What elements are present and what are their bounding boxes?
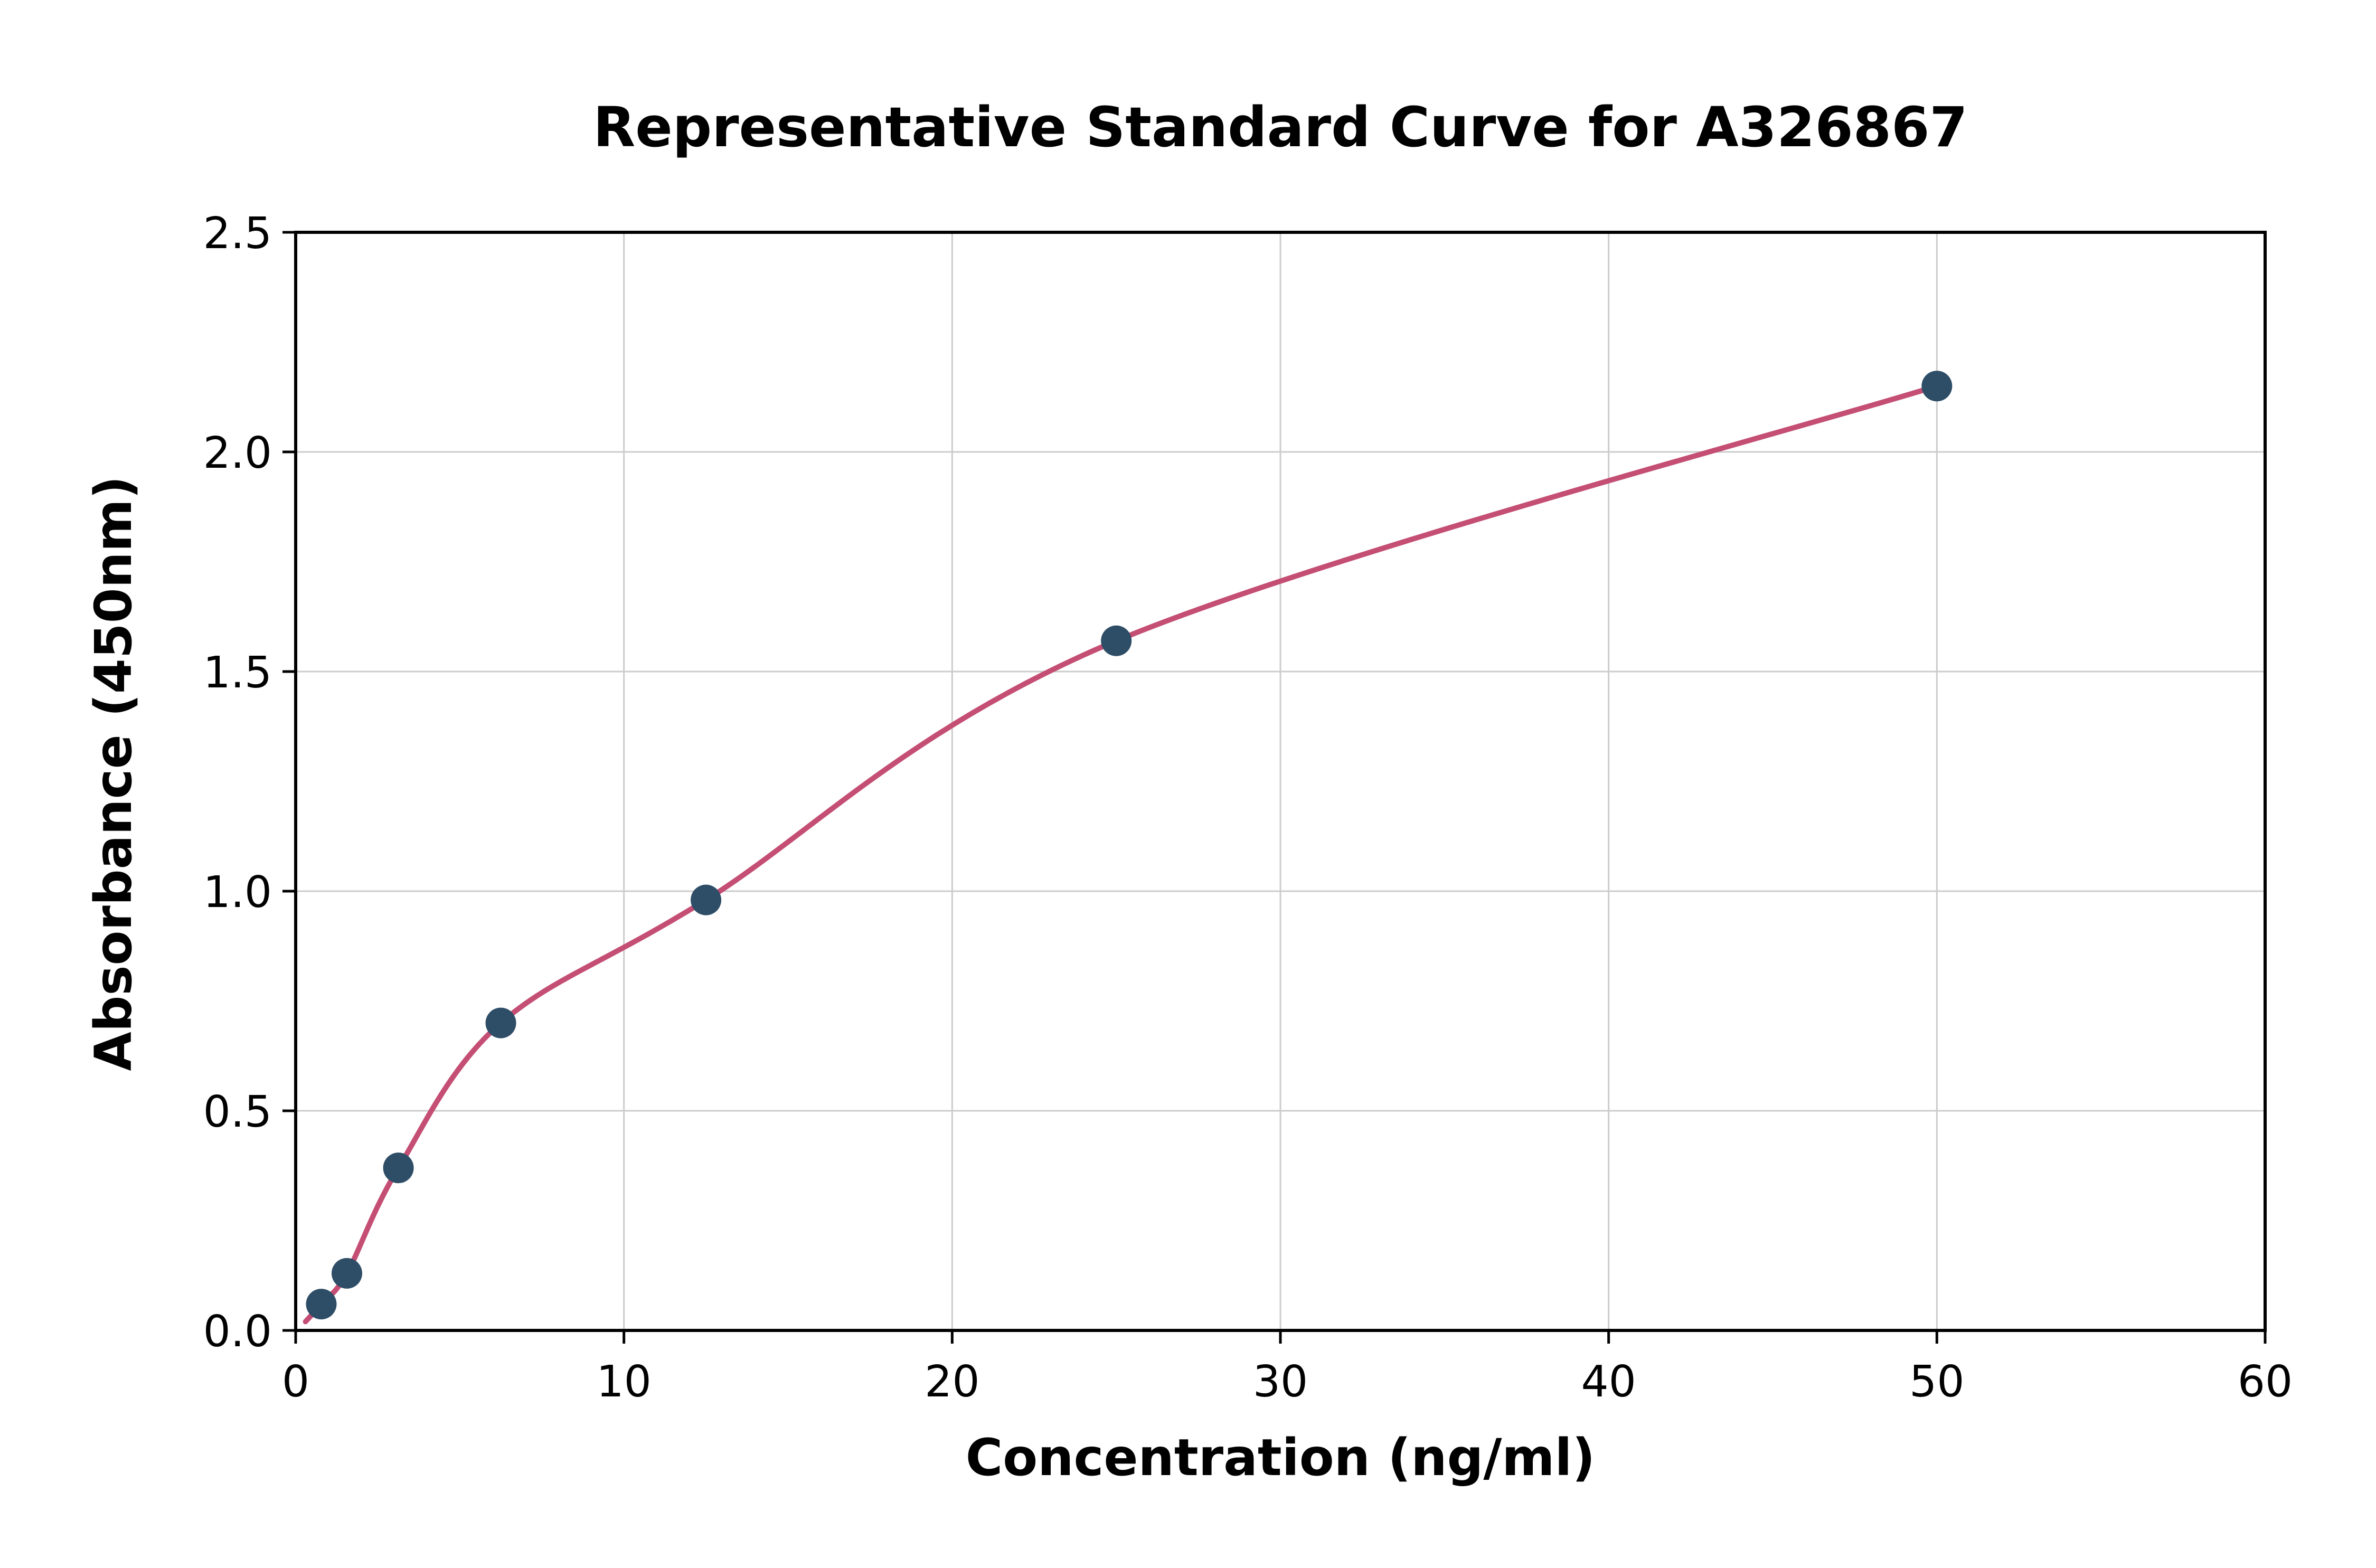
x-tick-label: 50 (1909, 1357, 1964, 1407)
x-tick-label: 20 (925, 1357, 979, 1407)
x-tick-label: 40 (1581, 1357, 1636, 1407)
y-tick-label: 0.5 (203, 1087, 272, 1137)
x-tick-label: 0 (282, 1357, 309, 1407)
data-point (485, 1007, 516, 1038)
data-point (331, 1258, 362, 1289)
x-tick-label: 60 (2238, 1357, 2293, 1407)
y-tick-label: 0.0 (203, 1307, 272, 1357)
data-point (306, 1289, 337, 1320)
y-tick-label: 1.0 (203, 867, 272, 918)
y-tick-label: 2.5 (203, 209, 272, 259)
plot-border (294, 231, 2267, 1332)
x-axis-label: Concentration (ng/ml) (965, 1428, 1596, 1487)
x-tick-label: 30 (1253, 1357, 1308, 1407)
y-axis-label: Absorbance (450nm) (84, 476, 143, 1071)
fit-curve (303, 383, 1940, 1325)
data-point (1101, 625, 1132, 656)
y-tick-label: 1.5 (203, 648, 272, 698)
data-point (383, 1153, 414, 1184)
data-point (1921, 371, 1953, 402)
y-tick-label: 2.0 (203, 428, 272, 478)
data-point (691, 884, 722, 915)
chart-title: Representative Standard Curve for A32686… (593, 95, 1968, 159)
x-tick-label: 10 (596, 1357, 651, 1407)
